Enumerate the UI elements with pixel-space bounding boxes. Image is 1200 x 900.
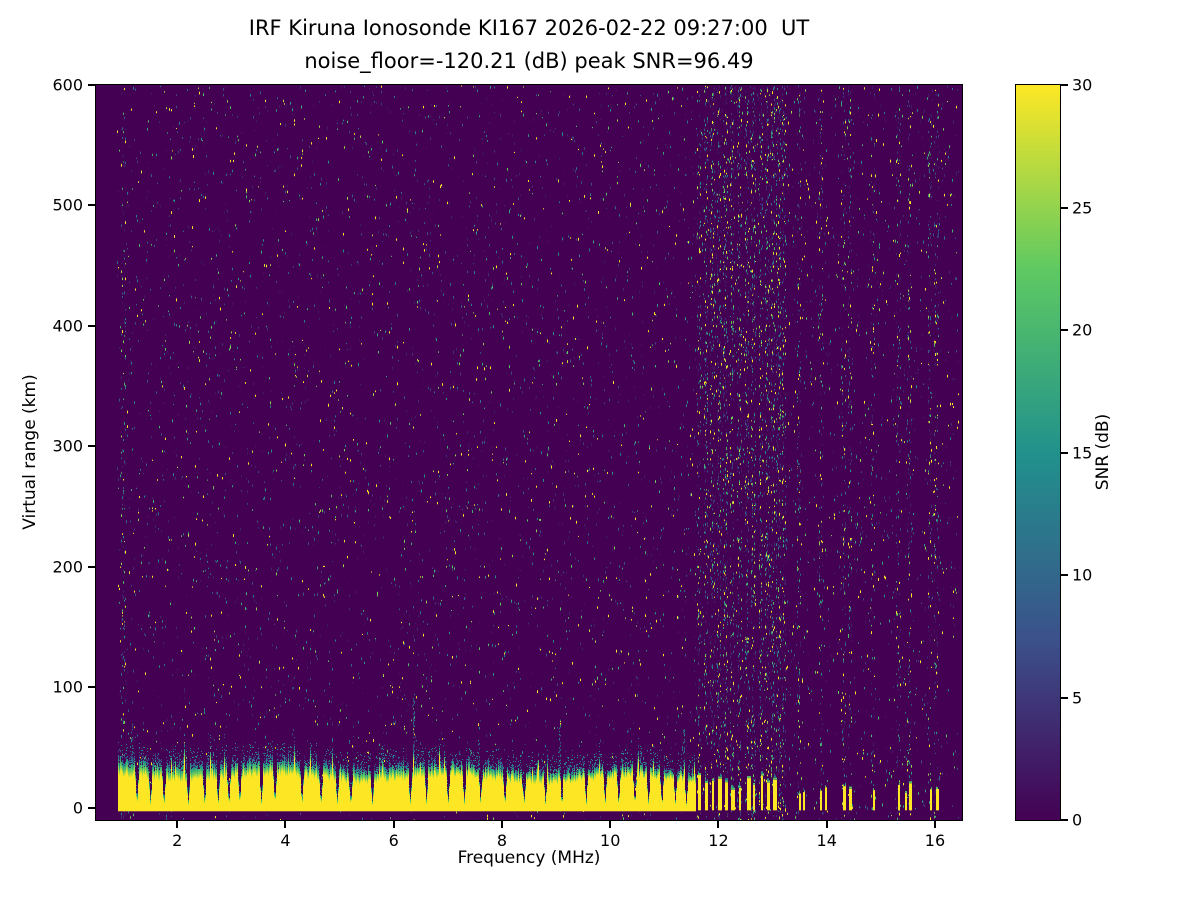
colorbar-gradient — [1016, 85, 1060, 820]
x-tick-mark — [609, 820, 612, 828]
colorbar-tick-mark — [1060, 84, 1068, 86]
colorbar-tick-mark — [1060, 329, 1068, 331]
x-tick-label: 16 — [924, 831, 946, 850]
y-tick-mark — [88, 204, 96, 207]
x-tick-label: 6 — [388, 831, 399, 850]
colorbar-tick-label: 20 — [1072, 320, 1093, 340]
y-tick-mark — [88, 445, 96, 448]
x-tick-mark — [284, 820, 287, 828]
x-tick-mark — [825, 820, 828, 828]
y-tick-mark — [88, 84, 96, 86]
x-tick-label: 14 — [816, 831, 837, 850]
y-tick-mark — [88, 565, 96, 568]
colorbar-tick-label: 0 — [1072, 810, 1083, 830]
x-tick-mark — [176, 820, 179, 828]
x-tick-label: 4 — [280, 831, 291, 850]
ionogram-heatmap — [96, 85, 962, 820]
x-tick-mark — [500, 820, 503, 828]
x-tick-mark — [717, 820, 720, 828]
y-tick-mark — [88, 806, 96, 809]
chart-title-line1: IRF Kiruna Ionosonde KI167 2026-02-22 09… — [248, 16, 810, 40]
x-tick-mark — [933, 820, 936, 828]
colorbar-tick-mark — [1060, 819, 1068, 821]
colorbar-tick-label: 10 — [1072, 565, 1093, 585]
colorbar-tick-mark — [1060, 574, 1068, 576]
x-tick-label: 10 — [600, 831, 621, 850]
y-tick-label: 100 — [52, 677, 83, 697]
colorbar-tick-label: 15 — [1072, 443, 1093, 462]
chart-title-line2: noise_floor=-120.21 (dB) peak SNR=96.49 — [304, 49, 754, 73]
y-tick-label: 0 — [72, 798, 83, 818]
colorbar-tick-label: 30 — [1072, 75, 1093, 95]
x-tick-label: 2 — [172, 831, 183, 850]
y-axis-label: Virtual range (km) — [20, 374, 40, 530]
y-tick-mark — [88, 324, 96, 327]
colorbar-tick-label: 25 — [1072, 198, 1093, 217]
x-tick-mark — [392, 820, 395, 828]
y-tick-mark — [88, 686, 96, 689]
y-tick-label: 300 — [52, 436, 83, 456]
y-tick-label: 600 — [52, 75, 83, 95]
y-tick-label: 500 — [52, 195, 83, 215]
x-tick-label: 12 — [708, 831, 729, 850]
colorbar-tick-mark — [1060, 451, 1068, 454]
chart-title: IRF Kiruna Ionosonde KI167 2026-02-22 09… — [96, 12, 962, 78]
x-tick-label: 8 — [496, 831, 508, 850]
colorbar-tick-mark — [1060, 696, 1068, 699]
colorbar-label: SNR (dB) — [1093, 413, 1113, 491]
y-tick-label: 400 — [52, 316, 83, 336]
colorbar-tick-mark — [1060, 206, 1068, 209]
colorbar-tick-label: 5 — [1072, 688, 1083, 707]
x-axis-label: Frequency (MHz) — [457, 848, 601, 868]
y-tick-label: 200 — [52, 557, 83, 577]
